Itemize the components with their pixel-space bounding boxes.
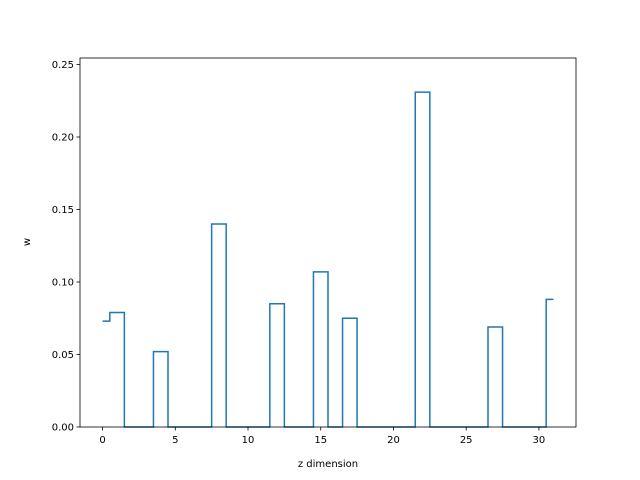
x-tick-label: 15 bbox=[314, 435, 327, 446]
x-tick-label: 20 bbox=[387, 435, 400, 446]
y-tick-label: 0.20 bbox=[52, 133, 74, 144]
y-tick-label: 0.10 bbox=[52, 278, 74, 289]
x-tick-label: 10 bbox=[242, 435, 255, 446]
y-tick-label: 0.00 bbox=[52, 423, 74, 434]
axes-frame bbox=[79, 57, 577, 428]
y-tick-label: 0.15 bbox=[52, 205, 74, 216]
x-tick-label: 5 bbox=[172, 435, 178, 446]
y-axis-label: w bbox=[22, 238, 33, 246]
x-tick-label: 25 bbox=[460, 435, 473, 446]
x-tick-label: 30 bbox=[533, 435, 546, 446]
y-tick-label: 0.05 bbox=[52, 350, 74, 361]
x-axis-label: z dimension bbox=[298, 459, 358, 470]
x-tick-label: 0 bbox=[99, 435, 105, 446]
y-tick-label: 0.25 bbox=[52, 60, 74, 71]
axes: 0 5 10 15 20 25 30 0.00 0.05 0.10 0.15 0.20 0.25 bbox=[52, 57, 577, 446]
